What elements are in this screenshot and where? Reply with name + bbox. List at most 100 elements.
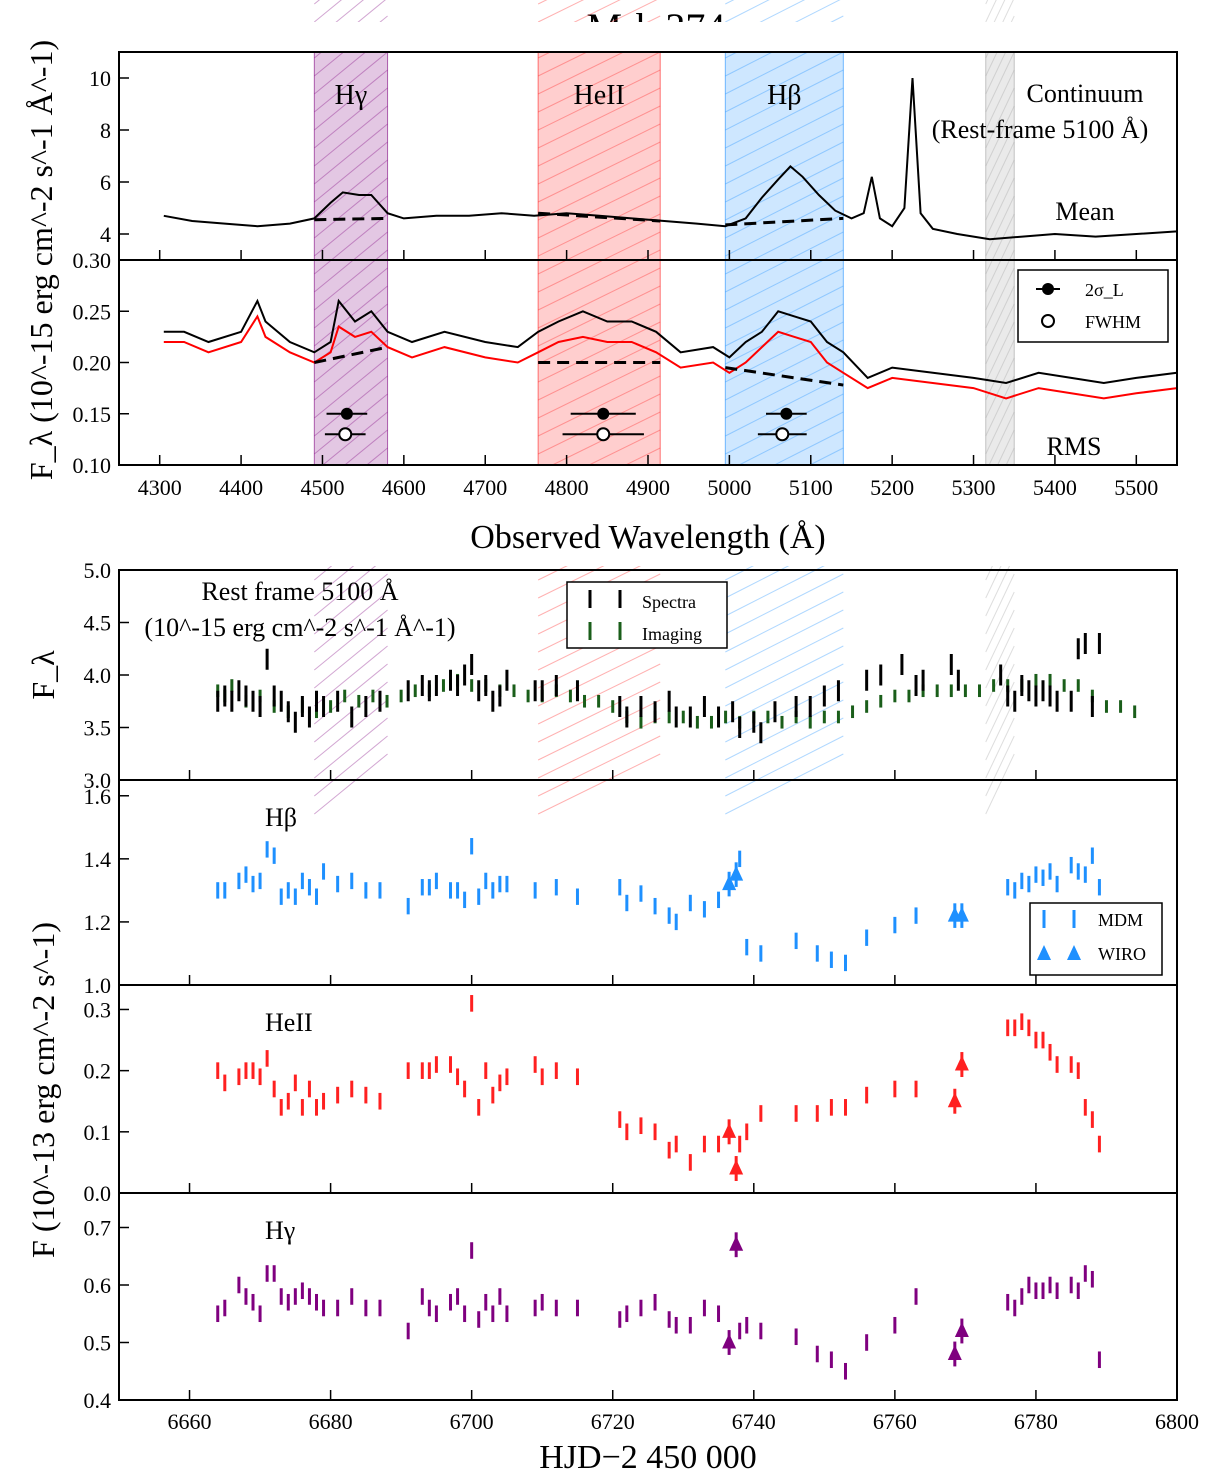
legend-fwhm-label: FWHM <box>1085 312 1141 332</box>
lc-x-tick-label: 6780 <box>1014 1409 1058 1434</box>
hatch-line <box>314 87 388 149</box>
lc-y-tick-label: 0.3 <box>84 997 112 1022</box>
hatch-line <box>725 573 844 635</box>
lc-y-label-bottom: F (10^-13 erg cm^-2 s^-1) <box>25 922 61 1258</box>
hatch-line <box>985 393 1015 455</box>
lc-y-tick-label: 0.7 <box>84 1216 112 1241</box>
lc-y-tick-label: 4.0 <box>84 663 112 688</box>
rms-y-tick-label: 0.25 <box>73 299 112 324</box>
hatch-line <box>985 699 1015 761</box>
hatch-line <box>537 267 661 329</box>
mean-baseline <box>725 216 844 227</box>
lc-x-tick-label: 6800 <box>1155 1409 1199 1434</box>
hatch-line <box>725 591 844 653</box>
hatch-line <box>985 321 1015 383</box>
hatch-line <box>725 231 844 293</box>
spectrum-x-tick-label: 4600 <box>382 475 426 500</box>
hatch-line <box>537 231 661 293</box>
hatch-line <box>725 177 844 239</box>
lc-x-tick-label: 6700 <box>450 1409 494 1434</box>
hatch-line <box>985 213 1015 275</box>
hatch-line <box>725 159 844 221</box>
hatch-line <box>537 105 661 167</box>
mean-y-tick-label: 6 <box>100 170 111 195</box>
wiro-marker <box>954 906 969 922</box>
hatch-line <box>537 51 661 113</box>
rms-y-tick-label: 0.10 <box>73 453 112 478</box>
spectrum-x-tick-label: 5000 <box>707 475 751 500</box>
hatch-line <box>985 591 1015 653</box>
hatch-line <box>985 177 1015 239</box>
mean-label: Mean <box>1055 197 1114 226</box>
hatch-line <box>725 213 844 275</box>
hatch-line <box>537 375 661 437</box>
mean-y-tick-label: 8 <box>100 118 111 143</box>
mean-baseline <box>538 211 661 223</box>
rms-label: RMS <box>1047 432 1102 461</box>
wiro-marker <box>729 865 744 881</box>
wiro-marker <box>729 1235 744 1251</box>
hatch-line <box>314 699 388 761</box>
hatch-line <box>537 141 661 203</box>
spectrum-x-tick-label: 4500 <box>300 475 344 500</box>
hatch-line <box>725 285 844 347</box>
rms-y-tick-label: 0.30 <box>73 248 112 273</box>
hatch-line <box>314 123 388 185</box>
hatch-line <box>537 69 661 131</box>
hatch-line <box>314 609 388 671</box>
spectrum-x-tick-label: 5400 <box>1033 475 1077 500</box>
hatch-line <box>314 69 388 131</box>
lc-line-label: Hγ <box>265 1216 295 1245</box>
spectrum-x-tick-label: 4300 <box>138 475 182 500</box>
hatch-line <box>537 753 661 815</box>
hatch-line <box>537 159 661 221</box>
hatch-line <box>314 177 388 239</box>
hatch-line <box>314 645 388 707</box>
hatch-line <box>725 627 844 689</box>
wiro-marker <box>954 1055 969 1071</box>
spectrum-x-tick-label: 5300 <box>952 475 996 500</box>
rms-baseline <box>314 345 388 364</box>
hatch-line <box>537 303 661 365</box>
hatch-line <box>537 411 661 473</box>
spectrum-x-tick-label: 4700 <box>463 475 507 500</box>
hatch-line <box>537 735 661 797</box>
hatch-line <box>725 753 844 815</box>
legend-wiro-marker <box>1037 945 1051 960</box>
hatch-line <box>725 717 844 779</box>
hatch-line <box>314 51 388 113</box>
line-band-2 <box>724 51 844 466</box>
hatch-line <box>537 339 661 401</box>
lc-y-tick-label: 1.6 <box>84 784 112 809</box>
hatch-line <box>985 303 1015 365</box>
hatch-line <box>314 375 388 437</box>
lc-panel-frame-3 <box>118 1192 1178 1401</box>
hatch-line <box>314 393 388 455</box>
spectrum-x-tick-label: 5500 <box>1114 475 1158 500</box>
spectrum-x-tick-label: 4900 <box>626 475 670 500</box>
spectrum-y-label: F_λ (10^-15 erg cm^-2 s^-1 Å^-1) <box>23 40 59 480</box>
spectrum-x-tick-label: 5100 <box>789 475 833 500</box>
hatch-line <box>985 735 1015 797</box>
hatch-line <box>985 285 1015 347</box>
hatch-line <box>314 195 388 257</box>
continuum-lc-annotation-line1: Rest frame 5100 Å <box>201 577 398 606</box>
hatch-line <box>314 411 388 473</box>
hatch-line <box>985 105 1015 167</box>
hatch-line <box>537 681 661 743</box>
wiro-marker <box>954 1322 969 1337</box>
hatch-line <box>985 609 1015 671</box>
lc-y-tick-label: 3.0 <box>84 768 112 793</box>
hatch-line <box>725 735 844 797</box>
hatch-line <box>314 105 388 167</box>
hatch-line <box>985 357 1015 419</box>
lc-y-tick-label: 3.5 <box>84 716 112 741</box>
hatch-line <box>314 0 320 5</box>
hatch-line <box>985 411 1015 473</box>
hatch-line <box>985 231 1015 293</box>
lc-x-label: HJD−2 450 000 <box>539 1439 757 1476</box>
lc-y-tick-label: 1.2 <box>84 910 112 935</box>
hatch-line <box>985 141 1015 203</box>
hatch-line <box>314 159 388 221</box>
legend-imaging-label: Imaging <box>642 624 702 644</box>
